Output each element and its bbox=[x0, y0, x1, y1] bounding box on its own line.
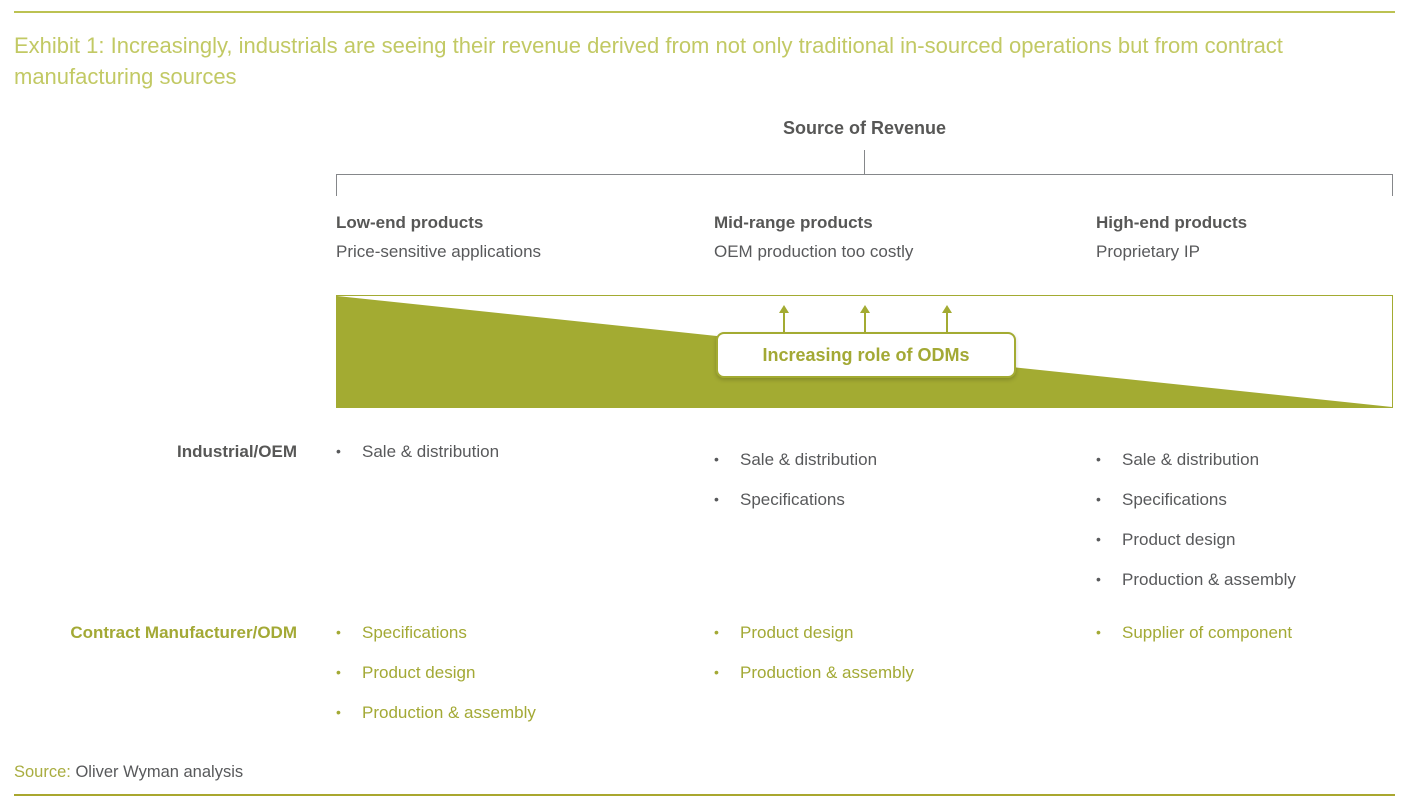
bullet-icon: • bbox=[714, 624, 719, 640]
exhibit-title: Exhibit 1: Increasingly, industrials are… bbox=[14, 33, 1283, 89]
wedge-chart: Increasing role of ODMs bbox=[336, 295, 1393, 408]
list-item: • Sale & distribution bbox=[714, 448, 1084, 471]
cell-odm-mid-range: • Product design • Production & assembly bbox=[714, 621, 1084, 701]
odm-callout-label: Increasing role of ODMs bbox=[762, 344, 970, 365]
list-item: • Specifications bbox=[336, 621, 706, 644]
bullet-icon: • bbox=[336, 664, 341, 680]
top-border-line bbox=[14, 11, 1395, 13]
list-item: • Sale & distribution bbox=[336, 440, 706, 463]
list-item: • Production & assembly bbox=[336, 701, 706, 724]
arrow-stem bbox=[783, 312, 785, 332]
source-label: Source: bbox=[14, 763, 71, 781]
column-subtitle: Price-sensitive applications bbox=[336, 242, 542, 261]
column-subtitle: Proprietary IP bbox=[1096, 242, 1200, 261]
column-subtitle: OEM production too costly bbox=[714, 242, 914, 261]
list-item-text: Product design bbox=[362, 663, 476, 682]
list-item-text: Specifications bbox=[1122, 490, 1227, 509]
bullet-icon: • bbox=[1096, 624, 1101, 640]
bullet-icon: • bbox=[1096, 451, 1101, 467]
bottom-border-line bbox=[14, 794, 1395, 796]
bullet-icon: • bbox=[1096, 571, 1101, 587]
list-item-text: Product design bbox=[740, 623, 854, 642]
arrow-head bbox=[860, 305, 870, 313]
up-arrow-icon bbox=[779, 305, 789, 332]
column-title: Low-end products bbox=[336, 213, 484, 232]
column-header-low-end: Low-end products Price-sensitive applica… bbox=[336, 208, 541, 266]
bullet-icon: • bbox=[1096, 491, 1101, 507]
cell-odm-low-end: • Specifications • Product design • Product… bbox=[336, 621, 706, 741]
up-arrow-icon bbox=[860, 305, 870, 332]
list-item-text: Product design bbox=[1122, 530, 1236, 549]
row-label-industrial-oem: Industrial/OEM bbox=[177, 442, 297, 461]
list-item-text: Sale & distribution bbox=[362, 442, 500, 461]
bullet-icon: • bbox=[1096, 531, 1101, 547]
bracket-line bbox=[336, 174, 1393, 196]
column-title: Mid-range products bbox=[714, 213, 873, 232]
list-item: • Supplier of component bbox=[1096, 621, 1396, 644]
list-item-text: Production & assembly bbox=[1122, 570, 1296, 589]
list-item-text: Supplier of component bbox=[1122, 623, 1293, 642]
list-item-text: Sale & distribution bbox=[740, 450, 878, 469]
bullet-icon: • bbox=[714, 451, 719, 467]
column-header-high-end: High-end products Proprietary IP bbox=[1096, 208, 1247, 266]
bullet-icon: • bbox=[336, 704, 341, 720]
source-line: Source: Oliver Wyman analysis bbox=[14, 761, 243, 783]
axis-title: Source of Revenue bbox=[782, 118, 947, 138]
axis-connector-line bbox=[864, 150, 865, 174]
cell-oem-high-end: • Sale & distribution • Specifications • Pr… bbox=[1096, 448, 1396, 608]
bullet-icon: • bbox=[714, 664, 719, 680]
bullet-icon: • bbox=[336, 624, 341, 640]
row-label-contract-manufacturer-odm: Contract Manufacturer/ODM bbox=[70, 623, 297, 642]
bullet-icon: • bbox=[336, 443, 341, 459]
list-item: • Specifications bbox=[714, 488, 1084, 511]
cell-oem-mid-range: • Sale & distribution • Specifications bbox=[714, 448, 1084, 528]
list-item: • Product design bbox=[336, 661, 706, 684]
list-item: • Production & assembly bbox=[1096, 568, 1396, 591]
bullet-icon: • bbox=[714, 491, 719, 507]
arrow-head bbox=[942, 305, 952, 313]
list-item-text: Production & assembly bbox=[362, 703, 536, 722]
column-title: High-end products bbox=[1096, 213, 1248, 232]
list-item: • Product design bbox=[714, 621, 1084, 644]
up-arrow-icon bbox=[942, 305, 952, 332]
list-item-text: Sale & distribution bbox=[1122, 450, 1260, 469]
cell-odm-high-end: • Supplier of component bbox=[1096, 621, 1396, 661]
list-item-text: Production & assembly bbox=[740, 663, 914, 682]
list-item-text: Specifications bbox=[740, 490, 845, 509]
arrow-stem bbox=[946, 312, 948, 332]
list-item: • Specifications bbox=[1096, 488, 1396, 511]
arrow-head bbox=[779, 305, 789, 313]
list-item: • Production & assembly bbox=[714, 661, 1084, 684]
list-item: • Sale & distribution bbox=[1096, 448, 1396, 471]
cell-oem-low-end: • Sale & distribution bbox=[336, 440, 706, 480]
list-item-text: Specifications bbox=[362, 623, 467, 642]
list-item: • Product design bbox=[1096, 528, 1396, 551]
odm-callout-box: Increasing role of ODMs bbox=[716, 332, 1016, 378]
source-text: Oliver Wyman analysis bbox=[75, 763, 244, 781]
column-header-mid-range: Mid-range products OEM production too co… bbox=[714, 208, 913, 266]
arrow-stem bbox=[864, 312, 866, 332]
